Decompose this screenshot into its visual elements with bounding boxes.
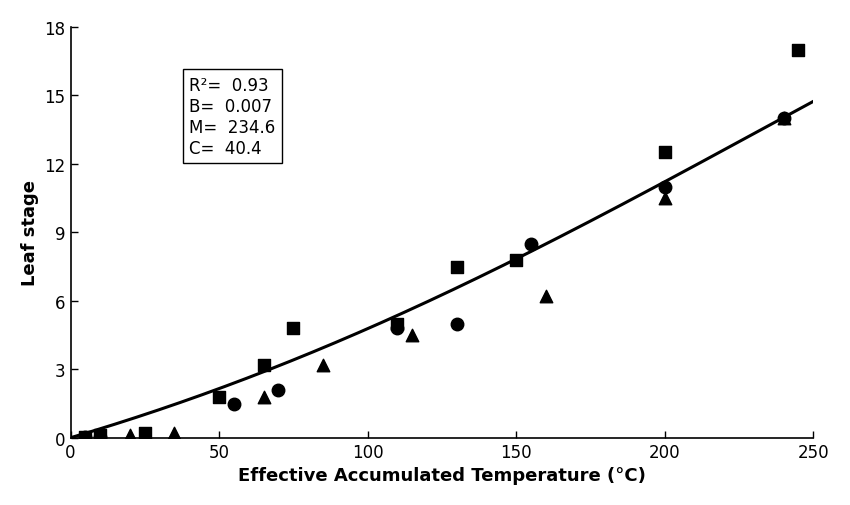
Point xyxy=(658,183,672,191)
Point xyxy=(123,432,137,440)
Y-axis label: Leaf stage: Leaf stage xyxy=(21,180,39,286)
Point xyxy=(658,149,672,157)
Point xyxy=(658,194,672,203)
Point xyxy=(316,361,330,369)
Text: R²=  0.93
B=  0.007
M=  234.6
C=  40.4: R²= 0.93 B= 0.007 M= 234.6 C= 40.4 xyxy=(190,77,275,157)
Point xyxy=(138,429,151,437)
Point xyxy=(257,361,270,369)
Point xyxy=(390,325,404,333)
Point xyxy=(791,46,805,55)
Point xyxy=(539,292,552,300)
Point xyxy=(78,433,92,441)
Point xyxy=(286,325,300,333)
Point xyxy=(272,386,286,394)
Point xyxy=(212,393,226,401)
Point xyxy=(777,115,790,123)
Point xyxy=(509,256,523,264)
Point xyxy=(777,115,790,123)
Point xyxy=(390,320,404,328)
Point xyxy=(450,263,463,271)
Point xyxy=(94,433,107,441)
Point xyxy=(405,331,419,339)
Point xyxy=(78,433,92,441)
Point xyxy=(257,393,270,401)
Point xyxy=(450,320,463,328)
Point xyxy=(227,399,241,408)
Point xyxy=(167,429,181,437)
Point xyxy=(524,240,538,248)
X-axis label: Effective Accumulated Temperature (°C): Effective Accumulated Temperature (°C) xyxy=(238,466,646,484)
Point xyxy=(94,432,107,440)
